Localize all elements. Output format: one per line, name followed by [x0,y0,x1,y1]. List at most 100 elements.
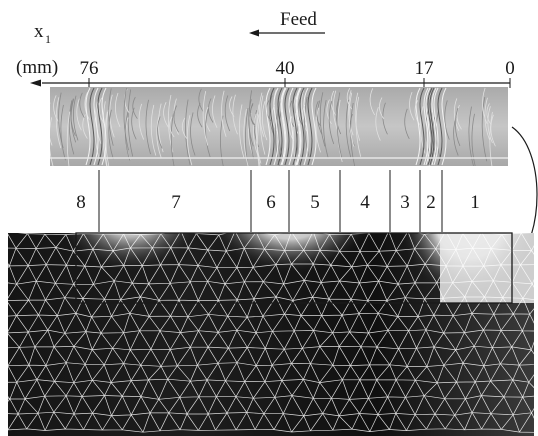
strip-texture-mark [455,108,461,147]
feed-arrow-head [249,29,259,37]
feed-label: Feed [280,9,317,30]
strip-texture-mark [181,117,188,139]
strip-texture-mark [354,92,361,141]
strip-swirl-mark [307,87,313,166]
strip-texture-mark [198,88,204,113]
tick-labels: 76 40 17 0 [80,58,515,79]
strip-swirl-mark [85,87,91,166]
strip-texture-mark [186,115,193,166]
strip-texture-mark [79,92,85,118]
strip-swirl-mark [415,87,421,166]
feed-indicator: Feed [249,9,325,37]
strip-swirl-mark [425,87,431,166]
strip-texture-mark [304,96,310,158]
strip-texture-mark [481,97,488,162]
strip-texture-mark [212,95,218,128]
strip-swirl-mark [311,87,317,166]
axis-label: x 1 (mm) [16,21,58,78]
strip-texture-mark [173,105,179,133]
strip-texture-mark [124,111,131,161]
strip-texture-mark [355,96,362,157]
strip-texture-mark [382,102,388,135]
axis-variable: x [34,21,44,42]
strip-texture-mark [163,102,169,128]
strip-texture-mark [68,100,75,155]
strip-swirl-mark [295,87,301,166]
strip-texture-mark [456,104,462,130]
strip-texture-mark [346,88,353,110]
zone-label-5: 5 [310,192,320,213]
strip-texture-mark [76,98,82,131]
strip-texture-mark [185,99,191,165]
axis-subscript: 1 [45,32,51,46]
strip-texture-mark [297,97,303,126]
strip-texture-mark [255,104,261,166]
strip-swirl-mark [101,87,107,166]
strip-texture-mark [404,108,410,140]
strip-texture-mark [379,97,385,120]
strip-texture-mark [444,100,450,140]
strip-texture-mark [259,95,266,155]
strip-texture-mark [229,96,235,117]
zone-label-6: 6 [266,192,276,213]
strip-texture-mark [108,109,114,160]
strip-texture-mark [319,92,326,147]
strip-texture-mark [70,98,76,137]
strip-swirl-mark [284,87,290,166]
zone-label-4: 4 [360,192,370,213]
strip-texture-mark [73,95,79,141]
strip-swirl-mark [93,87,99,166]
strip-texture-mark [315,101,321,126]
strip-texture-mark [205,106,211,132]
axis-unit: (mm) [16,57,58,78]
strip-swirl-mark [296,87,302,166]
strip-texture-mark [104,111,108,166]
strip-texture-mark [317,100,323,135]
strip-texture-mark [221,90,227,137]
zone-label-8: 8 [76,192,86,213]
strip-texture-mark [84,92,90,120]
specimen-strip-marks [50,87,496,166]
strip-texture-mark [94,101,100,160]
strip-swirl-mark [303,87,309,166]
mesh-grid [8,233,534,433]
strip-texture-mark [487,106,493,144]
strip-texture-mark [239,104,245,159]
strip-texture-mark [369,88,376,116]
strip-texture-mark [471,113,476,166]
strip-texture-mark [345,99,352,158]
strip-texture-mark [53,95,59,122]
strip-swirl-mark [429,87,435,166]
strip-swirl-mark [433,87,439,166]
strip-swirl-mark [292,87,298,166]
strip-texture-mark [348,92,355,147]
tick-label-40: 40 [276,58,295,79]
strip-texture-mark [205,109,211,158]
strip-texture-mark [409,91,415,121]
x-axis [30,78,511,88]
strip-texture-mark [190,112,196,156]
strip-texture-mark [248,90,255,159]
strip-texture-mark [170,110,175,166]
strip-texture-mark [115,92,121,127]
strip-texture-mark [157,116,163,149]
strip-texture-mark [150,104,157,156]
strip-texture-mark [127,89,134,157]
strip-texture-mark [66,111,71,166]
strip-texture-mark [490,114,496,147]
strip-texture-mark [323,99,329,159]
strip-swirl-mark [427,87,433,166]
strip-texture-mark [348,90,354,136]
strip-swirl-mark [288,87,294,166]
strip-swirl-mark [265,87,271,166]
strip-texture-mark [132,96,138,119]
mapped-region-box [75,232,513,304]
zone-label-2: 2 [426,192,436,213]
zone-label-1: 1 [470,192,480,213]
strip-swirl-mark [419,87,425,166]
strip-swirl-mark [431,87,437,166]
strip-texture-mark [336,92,343,158]
mesh-lines [8,233,534,433]
strip-texture-mark [259,92,265,137]
strip-texture-mark [489,111,493,166]
